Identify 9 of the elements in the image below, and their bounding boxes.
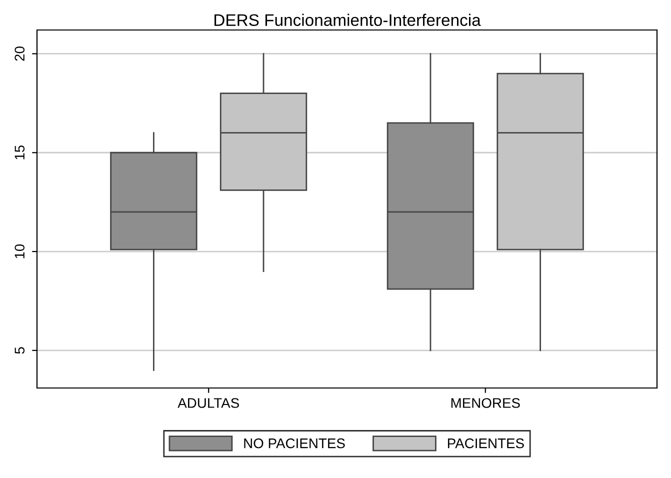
y-tick-label: 5	[14, 347, 25, 354]
chart-title: DERS Funcionamiento-Interferencia	[214, 14, 481, 26]
x-tick-label: ADULTAS	[178, 398, 239, 408]
x-tick-label: MENORES	[451, 398, 520, 408]
legend-label: NO PACIENTES	[244, 438, 345, 448]
y-tick-label: 10	[14, 244, 25, 258]
y-tick-label: 15	[14, 145, 25, 160]
legend-label: PACIENTES	[448, 438, 524, 448]
y-tick-label: 20	[14, 46, 25, 61]
